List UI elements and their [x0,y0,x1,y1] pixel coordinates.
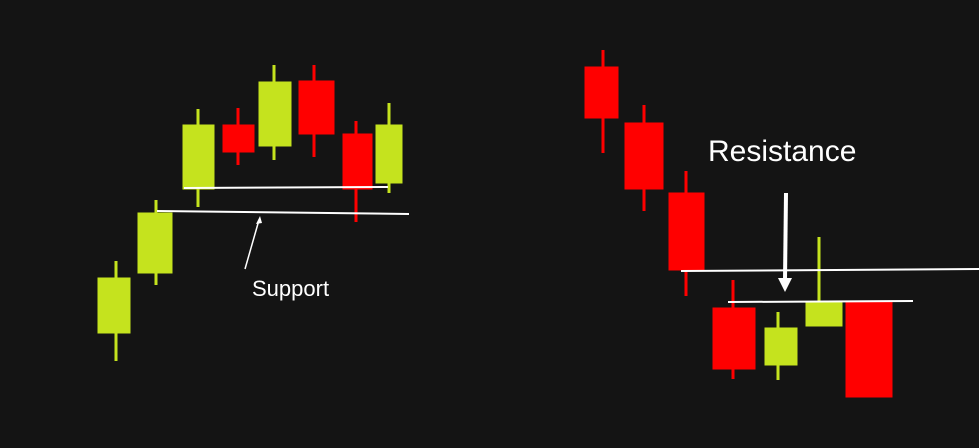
candle [222,124,255,153]
resistance-line [680,268,979,272]
candle [712,307,756,370]
resistance-candles [584,50,893,398]
arrow-head [256,216,262,224]
candle [624,122,664,190]
candle [584,66,619,119]
candle [375,124,403,184]
candle [298,80,335,135]
candle [668,192,705,271]
support-label: Support [252,276,329,301]
candle [342,133,373,190]
candle [845,301,893,398]
support-line [156,210,410,215]
candle [182,124,215,190]
candle [137,212,173,274]
support-line [183,186,389,189]
resistance-line [727,300,914,303]
pointer-arrow [783,192,788,281]
support-candles [97,65,403,361]
pointer-arrow [244,219,260,270]
candle [258,81,292,147]
candle [805,301,843,327]
candle [764,327,798,366]
resistance-label: Resistance [708,135,856,168]
arrow-head [778,278,792,292]
candle [97,277,131,334]
